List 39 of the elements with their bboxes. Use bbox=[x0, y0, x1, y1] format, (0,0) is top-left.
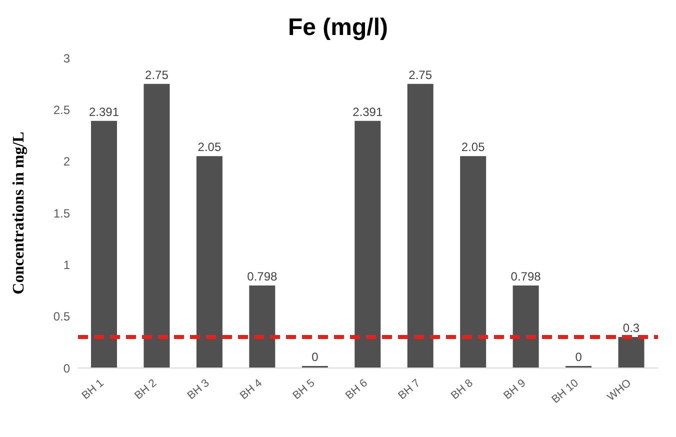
y-tick-label: 2 bbox=[63, 154, 70, 169]
x-tick-label: BH 4 bbox=[238, 377, 264, 402]
data-label: 0 bbox=[575, 350, 582, 364]
bar bbox=[249, 286, 276, 368]
bar bbox=[512, 286, 539, 368]
data-label: 2.391 bbox=[88, 104, 120, 119]
bar bbox=[144, 84, 170, 368]
bar bbox=[618, 337, 644, 368]
y-axis-title: Concentrations in mg/L bbox=[10, 132, 28, 294]
data-label: 2.75 bbox=[145, 68, 169, 82]
x-tick-label: BH 10 bbox=[550, 377, 581, 406]
x-tick-label: BH 6 bbox=[343, 377, 370, 402]
data-label: 0 bbox=[312, 350, 319, 364]
bar bbox=[91, 120, 117, 368]
data-label: 0.798 bbox=[247, 270, 278, 284]
x-tick-label: BH 1 bbox=[80, 377, 106, 402]
y-tick-label: 0 bbox=[63, 361, 70, 376]
y-tick-label: 1.5 bbox=[53, 206, 70, 220]
y-tick-label: 0.5 bbox=[53, 310, 70, 324]
data-label: 2.75 bbox=[408, 68, 432, 82]
x-tick-label: BH 2 bbox=[132, 377, 160, 402]
chart-title: Fe (mg/l) bbox=[287, 13, 389, 43]
data-label: 2.05 bbox=[198, 140, 222, 154]
x-tick-label: BH 3 bbox=[185, 377, 212, 402]
bar bbox=[354, 120, 381, 368]
y-tick-label: 2.5 bbox=[53, 102, 70, 117]
x-tick-label: BH 7 bbox=[396, 377, 423, 402]
y-tick-label: 1 bbox=[63, 258, 70, 272]
bar bbox=[196, 156, 222, 368]
x-tick-label: BH 8 bbox=[448, 377, 476, 402]
bar bbox=[460, 156, 486, 368]
data-label: 0.3 bbox=[622, 321, 640, 335]
bar bbox=[407, 84, 434, 368]
y-tick-label: 3 bbox=[63, 51, 70, 66]
data-label: 2.05 bbox=[461, 140, 486, 154]
x-tick-label: BH 5 bbox=[290, 377, 318, 402]
data-label: 2.391 bbox=[352, 104, 383, 119]
x-tick-label: BH 9 bbox=[502, 377, 528, 402]
data-label: 0.798 bbox=[510, 270, 542, 284]
